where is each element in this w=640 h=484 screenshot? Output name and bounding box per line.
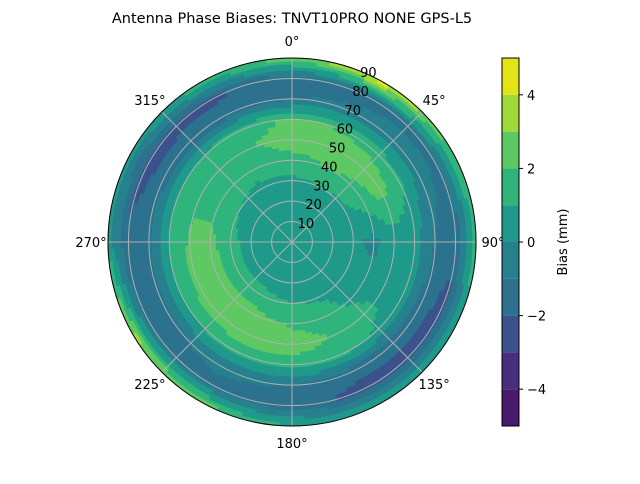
contour-cell	[292, 175, 297, 178]
contour-cell	[286, 325, 292, 328]
contour-cell	[286, 318, 292, 321]
contour-cell	[289, 288, 292, 291]
contour-cell	[287, 306, 292, 309]
contour-cell	[286, 156, 292, 159]
contour-cell	[287, 309, 292, 312]
contour-cell	[292, 156, 298, 159]
contour-cell	[292, 184, 296, 187]
contour-cell	[292, 193, 295, 196]
contour-cell	[292, 328, 298, 331]
contour-cell	[292, 306, 297, 309]
contour-cell	[286, 153, 292, 156]
contour-cell	[292, 288, 295, 291]
contour-cell	[286, 150, 292, 153]
contour-cell	[329, 238, 332, 241]
contour-cell	[252, 243, 255, 246]
contour-cell	[287, 175, 292, 178]
contour-cell	[288, 297, 292, 300]
contour-cell	[292, 162, 298, 165]
contour-cell	[292, 309, 297, 312]
contour-cell	[292, 297, 296, 300]
contour-cell	[292, 187, 296, 190]
contour-cell	[292, 331, 298, 334]
contour-cell	[292, 325, 298, 328]
contour-cell	[288, 190, 292, 193]
contour-cell	[292, 190, 296, 193]
contour-cell	[286, 162, 292, 165]
contour-cell	[292, 165, 297, 168]
contour-cell	[246, 243, 249, 246]
contour-cell	[292, 153, 298, 156]
contour-cell	[287, 315, 292, 318]
contour-cell	[287, 171, 292, 174]
contour-cell	[292, 171, 297, 174]
contour-cell	[286, 331, 292, 334]
contour-cell	[292, 294, 296, 297]
contour-cell	[287, 168, 292, 171]
contour-cell	[292, 168, 297, 171]
contour-cell	[287, 165, 292, 168]
contour-cell	[255, 243, 258, 246]
contour-cell	[288, 294, 292, 297]
contour-cell	[292, 312, 297, 315]
contour-cell	[289, 193, 292, 196]
chart-title: Antenna Phase Biases: TNVT10PRO NONE GPS…	[112, 11, 472, 27]
contour-cell	[288, 184, 292, 187]
contour-cell	[292, 315, 297, 318]
contour-cell	[287, 312, 292, 315]
contour-cell	[292, 291, 296, 294]
contour-cell	[286, 328, 292, 331]
contour-cell	[335, 237, 338, 240]
contour-cell	[326, 238, 329, 241]
contour-cell	[288, 291, 292, 294]
contour-cell	[292, 150, 298, 153]
contour-cell	[288, 187, 292, 190]
contour-cell	[292, 318, 298, 321]
